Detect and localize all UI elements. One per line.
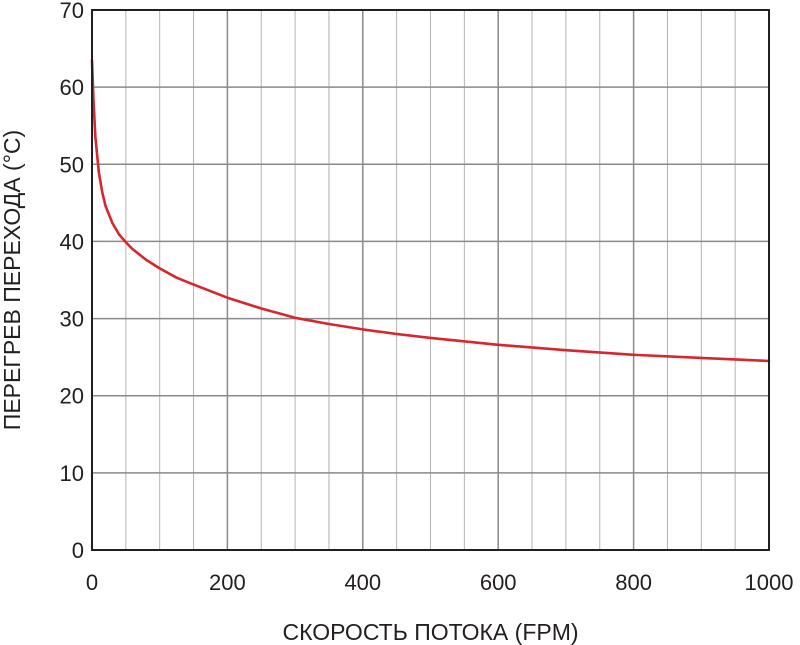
x-tick-label: 800	[615, 570, 652, 595]
y-tick-label: 50	[60, 152, 84, 177]
x-tick-label: 1000	[745, 570, 794, 595]
x-tick-label: 600	[480, 570, 517, 595]
y-tick-label: 70	[60, 0, 84, 23]
tick-labels: 0 200 400 600 800 1000 0 10 20 30 40 50 60 70	[60, 0, 794, 595]
y-tick-label: 0	[72, 538, 84, 563]
plot-frame	[91, 9, 770, 551]
grid	[91, 9, 770, 551]
y-axis-title: ПЕРЕГРЕВ ПЕРЕХОДА (°C)	[0, 130, 25, 430]
y-tick-label: 60	[60, 75, 84, 100]
y-tick-label: 20	[60, 384, 84, 409]
y-tick-label: 40	[60, 229, 84, 254]
x-axis-title: СКОРОСТЬ ПОТОКА (FPM)	[282, 619, 578, 645]
y-tick-label: 30	[60, 307, 84, 332]
y-tick-label: 10	[60, 461, 84, 486]
x-tick-label: 200	[209, 570, 246, 595]
x-tick-label: 0	[86, 570, 98, 595]
x-tick-label: 400	[344, 570, 381, 595]
series-lines	[90, 58, 771, 363]
series-line	[90, 58, 771, 363]
